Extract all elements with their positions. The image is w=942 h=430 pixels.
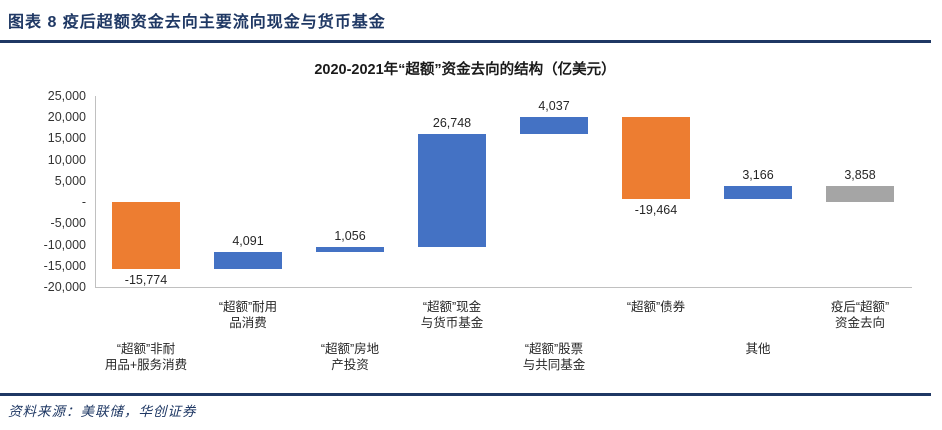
bar-value-label: 1,056 <box>334 229 366 244</box>
plot-area <box>95 96 912 288</box>
y-tick-label: 10,000 <box>47 152 86 167</box>
figure-caption: 图表 8 疫后超额资金去向主要流向现金与货币基金 <box>8 14 386 31</box>
waterfall-bar <box>316 247 384 252</box>
y-tick-label: -15,000 <box>43 258 86 273</box>
bar-value-label: 3,858 <box>844 167 876 182</box>
bar-value-label: -15,774 <box>124 273 168 288</box>
x-category-label: “超额”现金 与货币基金 <box>420 300 484 330</box>
x-category-label: 疫后“超额” 资金去向 <box>830 300 890 330</box>
chart-title: 2020-2021年“超额”资金去向的结构（亿美元） <box>314 62 616 78</box>
source-divider-line <box>0 393 931 396</box>
waterfall-bar <box>112 202 180 270</box>
waterfall-bar <box>622 116 690 200</box>
x-category-label: “超额”非耐 用品+服务消费 <box>104 342 188 372</box>
caption-divider-line <box>0 40 931 43</box>
waterfall-bar <box>418 133 486 248</box>
bar-value-label: 4,037 <box>538 98 570 113</box>
x-category-label: “超额”股票 与共同基金 <box>522 342 586 372</box>
y-tick-label: -10,000 <box>43 237 86 252</box>
x-category-label: “超额”耐用 品消费 <box>218 300 278 330</box>
x-category-label: 其他 <box>745 342 771 356</box>
waterfall-bar <box>520 116 588 134</box>
bar-value-label: 4,091 <box>232 233 264 248</box>
y-tick-label: 20,000 <box>47 110 86 125</box>
y-tick-label: - <box>81 195 86 210</box>
y-tick-label: 25,000 <box>47 89 86 103</box>
data-source-note: 资料来源：美联储，华创证券 <box>8 404 197 420</box>
y-tick-label: 15,000 <box>47 131 86 146</box>
y-tick-label: -20,000 <box>43 280 86 294</box>
y-tick-label: 5,000 <box>54 173 86 188</box>
waterfall-bar <box>214 251 282 270</box>
waterfall-bar <box>724 185 792 200</box>
x-category-label: “超额”债券 <box>626 300 686 314</box>
waterfall-bar <box>826 185 894 203</box>
bar-value-label: -19,464 <box>634 203 678 218</box>
y-tick-label: -5,000 <box>50 216 86 231</box>
bar-value-label: 26,748 <box>432 115 472 130</box>
x-category-label: “超额”房地 产投资 <box>320 342 380 372</box>
bar-value-label: 3,166 <box>742 167 774 182</box>
